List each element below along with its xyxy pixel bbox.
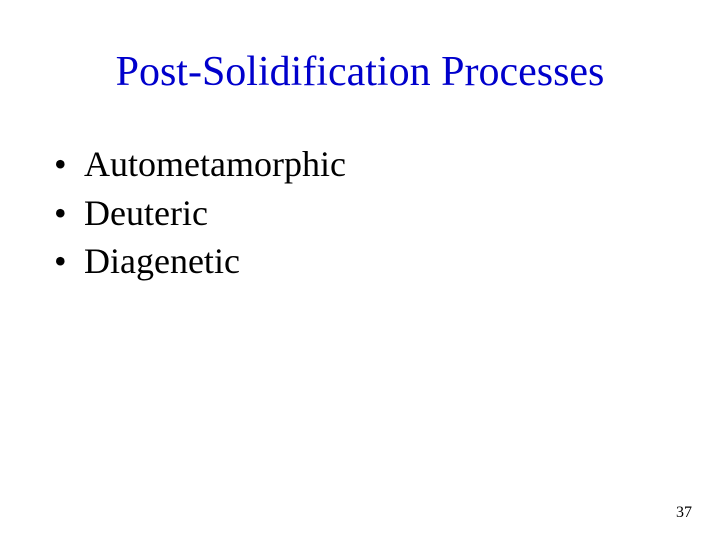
list-item: • Autometamorphic (48, 140, 346, 189)
bullet-icon: • (48, 189, 84, 238)
slide-title: Post-Solidification Processes (0, 48, 720, 96)
bullet-label: Diagenetic (84, 237, 240, 286)
bullet-icon: • (48, 237, 84, 286)
list-item: • Diagenetic (48, 237, 346, 286)
bullet-list: • Autometamorphic • Deuteric • Diageneti… (48, 140, 346, 286)
bullet-label: Autometamorphic (84, 140, 346, 189)
list-item: • Deuteric (48, 189, 346, 238)
page-number: 37 (676, 504, 692, 522)
bullet-label: Deuteric (84, 189, 208, 238)
bullet-icon: • (48, 140, 84, 189)
